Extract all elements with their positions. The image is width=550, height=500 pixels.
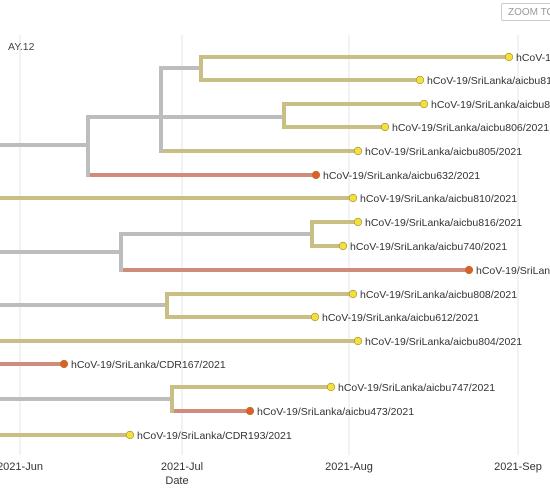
time-axis: Date 2021-Jun 2021-Jul 2021-Aug 2021-Sep [0, 461, 542, 487]
tip-label[interactable]: hCoV-19/SriLanka/aicbu808/2021 [516, 52, 550, 64]
tip-label[interactable]: hCoV-19/SriLanka/aicbu632/2021 [323, 170, 480, 182]
tip-label[interactable]: hCoV-19/SriLanka/CDR193/2021 [137, 430, 292, 442]
axis-tick-label: 2021-Jun [0, 461, 43, 473]
tip-label[interactable]: hCoV-19/SriLanka/aicbu806/2021 [392, 122, 549, 134]
tip-node[interactable] [348, 289, 358, 299]
tip-node[interactable] [353, 146, 363, 156]
tip-node[interactable] [380, 122, 390, 132]
tip-node[interactable] [353, 217, 363, 227]
tip-label[interactable]: hCoV-19/SriLanka/aicbu740/2021 [350, 241, 507, 253]
tip-node[interactable] [245, 406, 255, 416]
tip-node[interactable] [59, 359, 69, 369]
tip-node[interactable] [464, 265, 474, 275]
axis-tick-label: 2021-Aug [325, 461, 373, 473]
clade-label: AY.12 [8, 41, 35, 53]
tip-node[interactable] [504, 52, 514, 62]
tip-node[interactable] [338, 241, 348, 251]
tip-node[interactable] [353, 336, 363, 346]
tip-layer: hCoV-19/SriLanka/aicbu808/2021 hCoV-19/Sr… [59, 52, 550, 442]
tip-node[interactable] [311, 170, 321, 180]
tip-node[interactable] [326, 382, 336, 392]
tip-label[interactable]: hCoV-19/SriLanka/aicbu813/2021 [427, 75, 550, 87]
tip-label[interactable]: hCoV-19/SriLanka/aicbu747/2021 [338, 382, 495, 394]
tip-node[interactable] [415, 75, 425, 85]
tip-node[interactable] [125, 430, 135, 440]
branch-layer [0, 55, 509, 437]
tip-label[interactable]: hCoV-19/SriLanka/aicbu909/2021 [476, 265, 550, 277]
zoom-to-selected-button[interactable]: ZOOM TO SELECTED [501, 3, 550, 21]
tip-label[interactable]: hCoV-19/SriLanka/aicbu612/2021 [322, 312, 479, 324]
tip-label[interactable]: hCoV-19/SriLanka/aicbu473/2021 [257, 406, 414, 418]
tip-label[interactable]: hCoV-19/SriLanka/aicbu810/2021 [360, 193, 517, 205]
tip-label[interactable]: hCoV-19/SriLanka/aicbu816/2021 [365, 217, 522, 229]
tip-node[interactable] [310, 312, 320, 322]
tip-label[interactable]: hCoV-19/SriLanka/aicbu807/2021 [431, 99, 550, 111]
tip-label[interactable]: hCoV-19/SriLanka/aicbu804/2021 [365, 336, 522, 348]
tip-label[interactable]: hCoV-19/SriLanka/CDR167/2021 [71, 359, 226, 371]
axis-title: Date [165, 475, 188, 487]
tip-label[interactable]: hCoV-19/SriLanka/aicbu808/2021 [360, 289, 517, 301]
tip-node[interactable] [419, 99, 429, 109]
tip-label[interactable]: hCoV-19/SriLanka/aicbu805/2021 [365, 146, 522, 158]
axis-tick-label: 2021-Jul [161, 461, 203, 473]
axis-tick-label: 2021-Sep [494, 461, 542, 473]
tip-node[interactable] [348, 193, 358, 203]
